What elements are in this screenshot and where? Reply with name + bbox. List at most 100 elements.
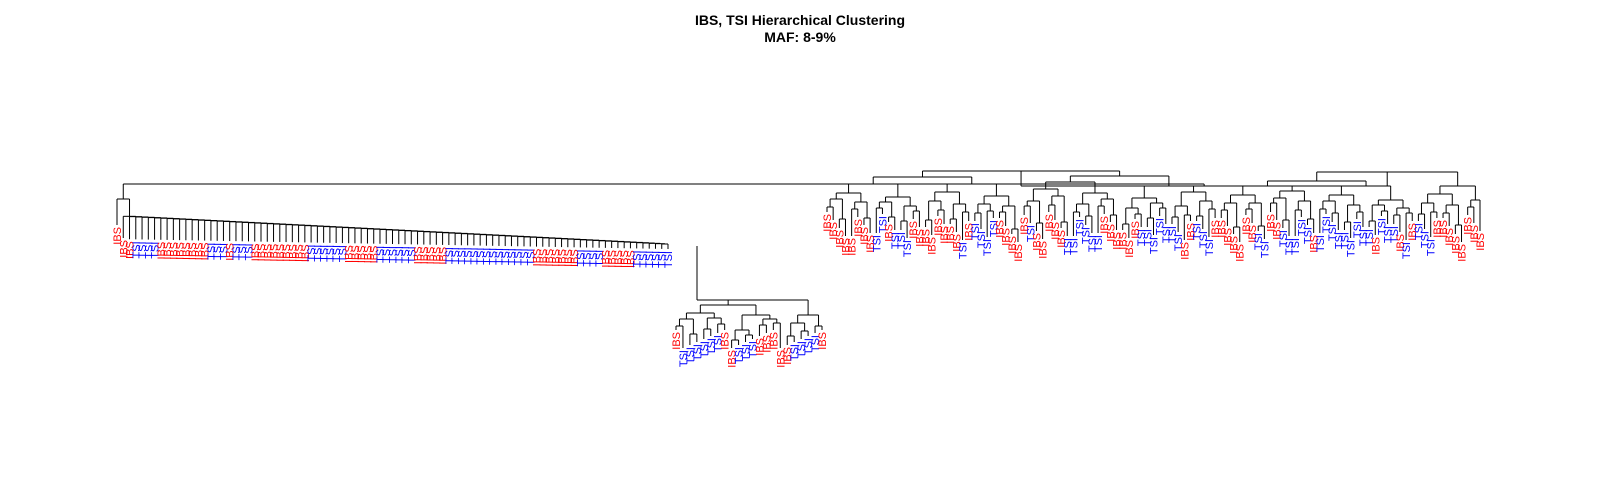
leaf-label-left-48: IBS (413, 246, 425, 264)
leaf-label-right-1: IBS (828, 222, 840, 240)
leaf-label-right-40: TSI (1068, 238, 1080, 255)
leaf-label-left-12: IBS (187, 242, 199, 260)
leaf-label-left-0: IBS (112, 227, 124, 245)
leaf-label-left-81: IBS (619, 250, 631, 268)
leaf-label-right-90: TSI (1376, 218, 1388, 235)
leaf-label-middle-7: IBS (720, 332, 732, 350)
leaf-label-left-15: TSI (206, 243, 218, 260)
leaf-label-left-79: IBS (607, 250, 619, 268)
leaf-label-left-70: IBS (550, 249, 562, 267)
leaf-label-left-76: TSI (588, 250, 600, 267)
leaf-label-right-92: TSI (1389, 226, 1401, 243)
leaf-label-right-64: IBS (1216, 220, 1228, 238)
leaf-label-middle-16: IBS (782, 347, 794, 365)
leaf-label-left-62: TSI (500, 248, 512, 265)
leaf-label-right-26: TSI (982, 239, 994, 256)
leaf-label-left-83: TSI (632, 250, 644, 267)
leaf-label-right-35: IBS (1038, 241, 1050, 259)
leaf-label-left-60: TSI (488, 248, 500, 265)
leaf-label-right-29: IBS (1001, 228, 1013, 246)
leaf-label-left-88: TSI (663, 251, 675, 268)
leaf-label-right-73: IBS (1272, 222, 1284, 240)
leaf-label-right-85: TSI (1346, 240, 1358, 257)
leaf-label-left-47: TSI (406, 246, 418, 263)
leaf-label-right-58: IBS (1179, 242, 1191, 260)
leaf-label-middle-13: IBS (761, 335, 773, 353)
leaf-label-right-60: TSI (1192, 223, 1204, 240)
leaf-label-left-82: IBS (625, 250, 637, 268)
leaf-label-left-9: IBS (168, 242, 180, 260)
leaf-label-right-67: IBS (1235, 244, 1247, 262)
leaf-label-right-74: TSI (1278, 230, 1290, 247)
leaf-label-right-31: IBS (1013, 244, 1025, 262)
leaf-label-left-80: IBS (613, 250, 625, 268)
leaf-label-right-86: TSI (1352, 221, 1364, 238)
leaf-label-left-16: TSI (212, 243, 224, 260)
leaf-label-left-27: IBS (281, 244, 293, 262)
leaf-label-left-69: IBS (544, 249, 556, 267)
leaf-label-left-53: TSI (444, 247, 456, 264)
leaf-label-right-41: TSI (1075, 219, 1087, 236)
leaf-label-right-12: TSI (896, 232, 908, 249)
leaf-label-middle-21: IBS (817, 332, 829, 350)
leaf-label-left-87: TSI (657, 251, 669, 268)
leaf-label-right-76: TSI (1290, 238, 1302, 255)
leaf-label-right-68: IBS (1241, 217, 1253, 235)
leaf-label-right-38: IBS (1056, 230, 1068, 248)
leaf-label-left-46: TSI (400, 246, 412, 263)
leaf-label-right-23: IBS (964, 223, 976, 241)
leaf-label-left-58: TSI (475, 248, 487, 265)
leaf-label-left-72: IBS (563, 249, 575, 267)
dendrogram-leaves: IBSIBSIBSTSITSITSITSIIBSIBSIBSIBSIBSIBSI… (112, 214, 1487, 368)
leaf-label-left-73: IBS (569, 249, 581, 267)
leaf-label-right-47: IBS (1112, 232, 1124, 250)
chart-subtitle: MAF: 8-9% (764, 29, 836, 45)
leaf-label-left-30: IBS (300, 244, 312, 262)
leaf-label-left-59: TSI (481, 248, 493, 265)
leaf-label-right-57: TSI (1173, 234, 1185, 251)
leaf-label-right-94: TSI (1401, 242, 1413, 259)
leaf-label-right-10: IBS (884, 224, 896, 242)
leaf-label-left-32: TSI (312, 245, 324, 262)
leaf-label-right-93: IBS (1395, 234, 1407, 252)
leaf-label-middle-6: TSI (713, 335, 725, 352)
leaf-label-right-7: IBS (865, 235, 877, 253)
leaf-label-left-50: IBS (425, 247, 437, 265)
leaf-label-right-34: IBS (1031, 233, 1043, 251)
leaf-label-right-28: IBS (994, 220, 1006, 238)
leaf-label-right-46: IBS (1105, 224, 1117, 242)
leaf-label-right-39: TSI (1062, 238, 1074, 255)
leaf-label-right-55: TSI (1161, 226, 1173, 243)
leaf-label-left-84: TSI (638, 251, 650, 268)
leaf-label-left-2: IBS (125, 241, 137, 259)
leaf-label-right-51: TSI (1136, 229, 1148, 246)
leaf-label-left-67: IBS (532, 249, 544, 267)
leaf-label-right-105: IBS (1469, 225, 1481, 243)
leaf-label-left-77: TSI (594, 250, 606, 267)
leaf-label-right-61: TSI (1198, 231, 1210, 248)
leaf-label-right-99: IBS (1432, 220, 1444, 238)
leaf-label-right-65: IBS (1222, 228, 1234, 246)
leaf-label-right-77: TSI (1296, 219, 1308, 236)
leaf-label-right-104: IBS (1463, 217, 1475, 235)
dendrogram-branches (116, 170, 1481, 348)
leaf-label-left-57: TSI (469, 247, 481, 264)
leaf-label-right-13: TSI (902, 240, 914, 257)
leaf-label-left-63: TSI (506, 248, 518, 265)
leaf-label-middle-20: TSI (810, 335, 822, 352)
leaf-label-right-5: IBS (853, 219, 865, 237)
leaf-label-right-8: TSI (871, 235, 883, 252)
leaf-label-right-69: IBS (1247, 225, 1259, 243)
leaf-label-right-101: IBS (1444, 228, 1456, 246)
leaf-label-right-89: IBS (1370, 237, 1382, 255)
leaf-label-left-74: TSI (575, 249, 587, 266)
leaf-label-left-11: IBS (181, 242, 193, 260)
leaf-label-right-22: TSI (958, 242, 970, 259)
leaf-label-left-26: IBS (275, 244, 287, 262)
leaf-label-left-10: IBS (175, 242, 187, 260)
leaf-label-left-40: IBS (362, 246, 374, 264)
leaf-label-right-87: TSI (1358, 229, 1370, 246)
leaf-label-right-3: IBS (840, 238, 852, 256)
leaf-label-left-14: IBS (200, 243, 212, 261)
leaf-label-right-15: IBS (914, 229, 926, 247)
